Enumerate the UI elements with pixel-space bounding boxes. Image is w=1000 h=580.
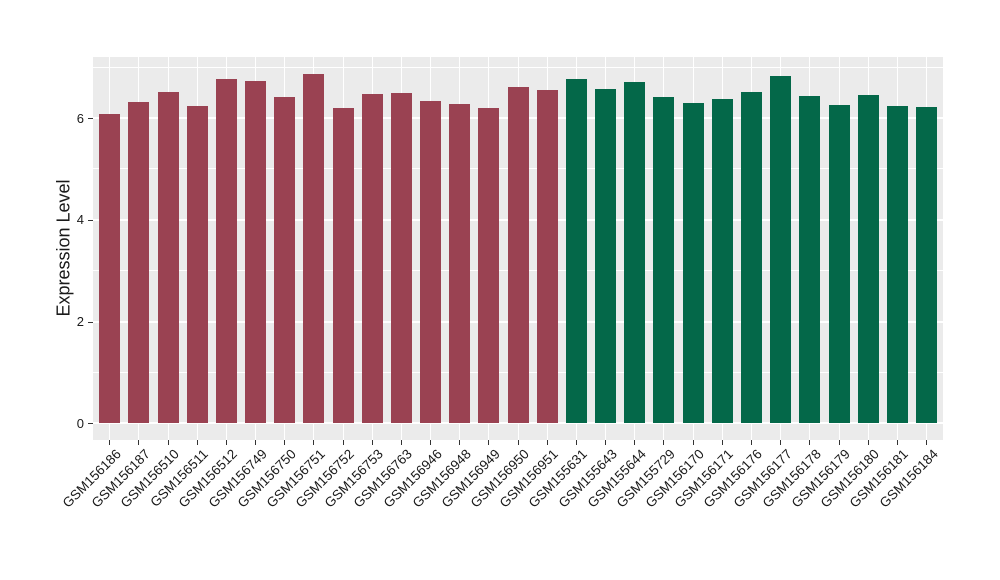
- y-tick-mark: [88, 219, 93, 221]
- bar-GSM156946: [420, 100, 442, 424]
- x-tick-mark: [750, 440, 752, 445]
- bar-GSM156750: [274, 96, 296, 424]
- bar-GSM156177: [770, 76, 792, 424]
- x-tick-mark: [575, 440, 577, 445]
- x-tick-mark: [167, 440, 169, 445]
- bar-GSM155643: [595, 88, 617, 424]
- bar-GSM155644: [624, 82, 646, 424]
- bar-GSM155631: [565, 78, 587, 424]
- x-tick-mark: [896, 440, 898, 445]
- bar-GSM156180: [857, 94, 879, 424]
- y-axis-title: Expression Level: [53, 179, 74, 317]
- y-tick-label: 2: [76, 314, 84, 330]
- bar-GSM156171: [711, 98, 733, 424]
- x-tick-mark: [255, 440, 257, 445]
- bar-GSM156181: [886, 106, 908, 424]
- bar-GSM156510: [157, 92, 179, 424]
- x-tick-mark: [400, 440, 402, 445]
- bar-GSM156950: [507, 86, 529, 424]
- bar-GSM156179: [828, 104, 850, 424]
- x-tick-mark: [926, 440, 928, 445]
- bar-GSM156186: [99, 114, 121, 424]
- x-tick-mark: [488, 440, 490, 445]
- x-tick-mark: [809, 440, 811, 445]
- x-tick-mark: [313, 440, 315, 445]
- x-tick-mark: [663, 440, 665, 445]
- y-tick-mark: [88, 118, 93, 119]
- bar-GSM156948: [449, 103, 471, 424]
- bar-GSM156511: [186, 105, 208, 424]
- y-tick-label: 6: [76, 110, 84, 126]
- bar-GSM156752: [332, 108, 354, 424]
- bar-GSM156753: [361, 94, 383, 424]
- bar-GSM156512: [215, 78, 237, 424]
- x-tick-mark: [284, 440, 286, 445]
- y-tick-mark: [88, 423, 93, 425]
- bar-GSM156176: [740, 91, 762, 424]
- bar-GSM156951: [536, 90, 558, 424]
- bar-GSM155729: [653, 96, 675, 424]
- x-tick-mark: [225, 440, 227, 445]
- x-tick-mark: [634, 440, 636, 445]
- bar-GSM156178: [799, 96, 821, 424]
- x-tick-mark: [780, 440, 782, 445]
- x-tick-mark: [196, 440, 198, 445]
- bar-GSM156749: [245, 80, 267, 424]
- x-tick-mark: [867, 440, 869, 445]
- x-tick-mark: [371, 440, 373, 445]
- bar-GSM156751: [303, 73, 325, 424]
- y-tick-mark: [88, 321, 93, 323]
- x-tick-mark: [342, 440, 344, 445]
- x-tick-mark: [109, 440, 111, 445]
- bar-GSM156184: [916, 107, 938, 424]
- plot-panel: [93, 57, 943, 440]
- bar-GSM156763: [390, 92, 412, 424]
- bar-GSM156187: [128, 101, 150, 424]
- x-tick-mark: [138, 440, 140, 445]
- x-tick-mark: [517, 440, 519, 445]
- x-tick-mark: [605, 440, 607, 445]
- x-tick-mark: [721, 440, 723, 445]
- x-tick-mark: [546, 440, 548, 445]
- y-tick-label: 0: [76, 415, 84, 431]
- x-tick-mark: [459, 440, 461, 445]
- x-tick-mark: [692, 440, 694, 445]
- x-tick-mark: [430, 440, 432, 445]
- y-tick-label: 4: [76, 212, 84, 228]
- bar-GSM156170: [682, 102, 704, 424]
- bar-GSM156949: [478, 107, 500, 424]
- x-tick-mark: [838, 440, 840, 445]
